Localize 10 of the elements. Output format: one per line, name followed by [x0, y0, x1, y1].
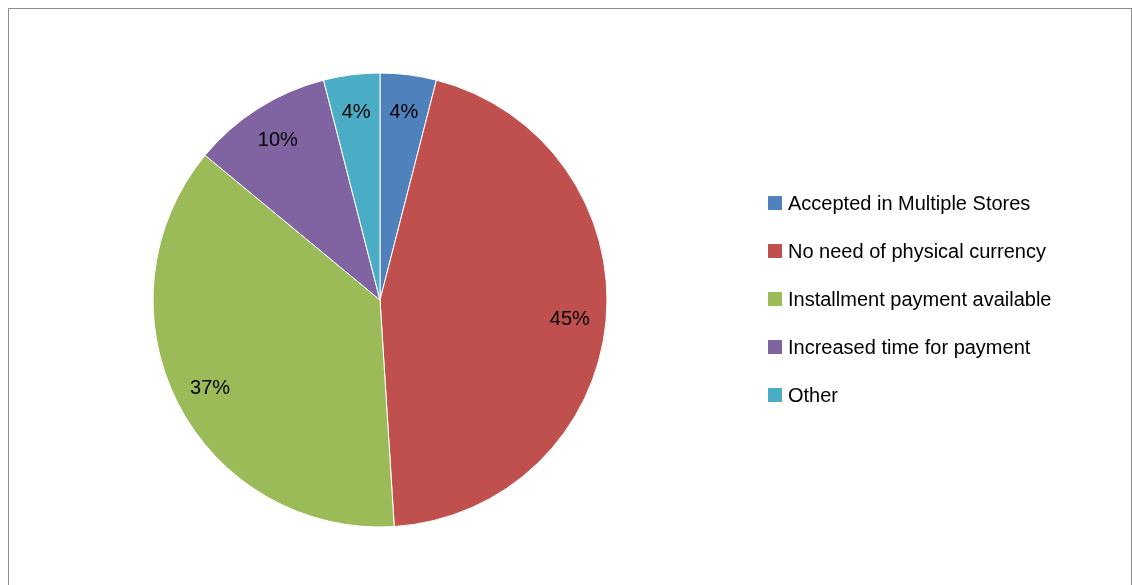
- legend-label: Installment payment available: [788, 288, 1052, 310]
- data-label: 37%: [190, 375, 231, 398]
- data-label: 4%: [341, 99, 371, 122]
- data-label: 4%: [389, 99, 419, 122]
- legend-label: Accepted in Multiple Stores: [788, 192, 1031, 214]
- data-label: 10%: [257, 128, 299, 150]
- legend-label: Other: [788, 384, 839, 406]
- data-label: 45%: [549, 306, 591, 329]
- legend-label: Increased time for payment: [788, 336, 1031, 358]
- legend-label: No need of physical currency: [788, 240, 1046, 262]
